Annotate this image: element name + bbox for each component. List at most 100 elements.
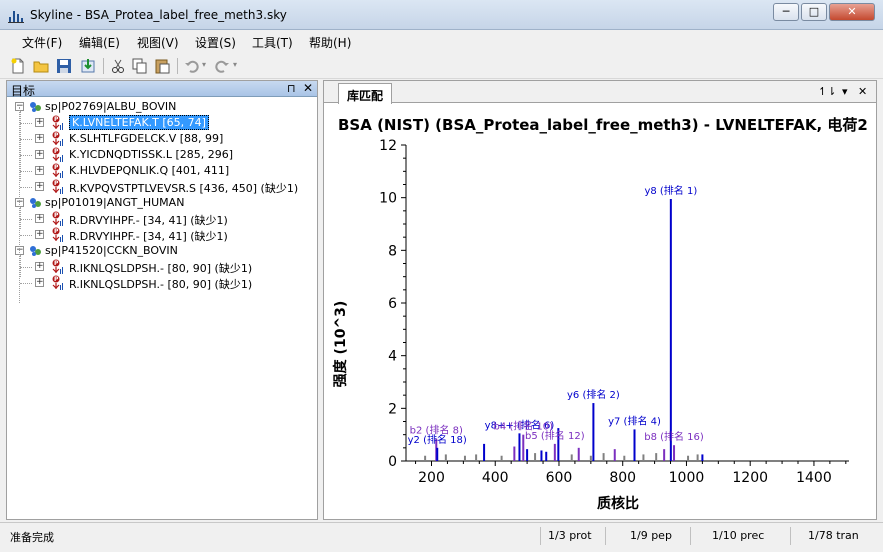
peptide-icon: P <box>52 259 63 274</box>
peak-label: y8 (排名 1) <box>644 184 697 197</box>
menu-bar: 文件(F) 编辑(E) 视图(V) 设置(S) 工具(T) 帮助(H) <box>0 30 883 52</box>
tree-branch-connector <box>20 111 21 181</box>
protein-icon <box>30 102 41 112</box>
peptide-row[interactable]: + P R.IKNLQSLDPSH.- [80, 90] (缺少1) <box>7 259 317 275</box>
toolbar-separator <box>103 58 104 74</box>
toolbar: ▾ ▾ <box>0 53 883 79</box>
status-protein-count: 1/3 prot <box>548 529 592 542</box>
tree-connector <box>20 235 32 236</box>
copy-icon[interactable] <box>132 58 148 74</box>
menu-file[interactable]: 文件(F) <box>22 36 63 50</box>
peptide-row[interactable]: + P R.IKNLQSLDPSH.- [80, 90] (缺少1) <box>7 275 317 291</box>
undo-icon[interactable] <box>184 58 200 74</box>
menu-settings[interactable]: 设置(S) <box>195 36 236 50</box>
svg-text:P: P <box>54 260 59 267</box>
x-tick-label: 1200 <box>732 470 768 486</box>
peptide-row[interactable]: + P R.DRVYIHPF.- [34, 41] (缺少1) <box>7 211 317 227</box>
peptide-row[interactable]: + P R.KVPQVSTPTLVEVSR.S [436, 450] (缺少1) <box>7 179 317 195</box>
y-tick-label: 8 <box>388 243 397 259</box>
svg-text:P: P <box>54 116 59 123</box>
library-match-panel: 库匹配 ↿⇂ ▾ ✕ BSA (NIST) (BSA_Protea_label_… <box>323 80 877 520</box>
x-tick-label: 200 <box>418 470 445 486</box>
title-bar: Skyline - BSA_Protea_label_free_meth3.sk… <box>0 0 883 30</box>
import-icon[interactable] <box>80 58 96 74</box>
close-tab-icon[interactable]: ✕ <box>858 85 868 98</box>
redo-dropdown-icon[interactable]: ▾ <box>233 60 238 69</box>
expand-toggle-icon[interactable]: + <box>35 149 44 159</box>
x-tick-label: 600 <box>546 470 573 486</box>
chart-peaks: y8 (排名 1) y6 (排名 2) y7 (排名 4) y8++ (排名 6) b2… <box>408 184 704 461</box>
peptide-row[interactable]: + P K.HLVDEPQNLIK.Q [401, 411] <box>7 163 317 179</box>
menu-tools[interactable]: 工具(T) <box>252 36 293 50</box>
peptide-row[interactable]: + P K.LVNELTEFAK.T [65, 74] <box>7 115 317 131</box>
peptide-label: K.LVNELTEFAK.T [65, 74] <box>69 115 209 130</box>
peak-label: b8 (排名 16) <box>644 430 704 443</box>
peptide-icon: P <box>52 211 63 226</box>
expand-toggle-icon[interactable]: + <box>35 229 44 239</box>
menu-edit[interactable]: 编辑(E) <box>79 36 120 50</box>
status-divider <box>540 527 541 545</box>
tab-library-match[interactable]: 库匹配 <box>338 83 393 104</box>
tree-connector <box>20 267 32 268</box>
expand-toggle-icon[interactable]: + <box>35 181 44 191</box>
status-divider <box>690 527 691 545</box>
tab-menu-icon[interactable]: ▾ <box>842 85 848 98</box>
svg-text:P: P <box>54 132 59 139</box>
toolbar-separator <box>177 58 178 74</box>
y-tick-label: 2 <box>388 401 397 417</box>
peptide-icon: P <box>52 179 63 194</box>
save-icon[interactable] <box>56 58 72 74</box>
protein-row[interactable]: − sp|P02769|ALBU_BOVIN <box>7 99 317 115</box>
y-tick-label: 4 <box>388 349 397 365</box>
expand-toggle-icon[interactable]: + <box>35 165 44 175</box>
title-separator: - <box>72 8 85 22</box>
minimize-button[interactable]: ─ <box>773 3 799 21</box>
x-axis-label: 质核比 <box>597 495 639 512</box>
tree-branch-connector <box>20 255 21 277</box>
x-tick-label: 1400 <box>796 470 832 486</box>
peptide-icon: P <box>52 275 63 290</box>
expand-toggle-icon[interactable]: + <box>35 277 44 287</box>
redo-icon[interactable] <box>214 58 230 74</box>
peptide-row[interactable]: + P K.SLHTLFGDELCK.V [88, 99] <box>7 131 317 147</box>
expand-toggle-icon[interactable]: + <box>35 117 44 127</box>
open-folder-icon[interactable] <box>33 58 49 74</box>
maximize-button[interactable]: □ <box>801 3 827 21</box>
peptide-label: K.SLHTLFGDELCK.V [88, 99] <box>69 132 224 145</box>
expand-toggle-icon[interactable]: + <box>35 213 44 223</box>
expand-toggle-icon[interactable]: + <box>35 261 44 271</box>
menu-help[interactable]: 帮助(H) <box>309 36 352 50</box>
app-name: Skyline <box>30 8 73 22</box>
new-doc-icon[interactable] <box>10 58 26 74</box>
undo-dropdown-icon[interactable]: ▾ <box>202 60 207 69</box>
peptide-label: R.DRVYIHPF.- [34, 41] (缺少1) <box>69 214 228 227</box>
svg-text:P: P <box>54 212 59 219</box>
protein-row[interactable]: − sp|P01019|ANGT_HUMAN <box>7 195 317 211</box>
tree-connector <box>20 139 32 140</box>
menu-view[interactable]: 视图(V) <box>137 36 179 50</box>
protein-row[interactable]: − sp|P41520|CCKN_BOVIN <box>7 243 317 259</box>
tab-arrange-icon[interactable]: ↿⇂ <box>818 85 837 98</box>
expand-toggle-icon[interactable]: + <box>35 133 44 143</box>
peak-label: b4 (排名 10) <box>493 420 553 433</box>
window-title: Skyline - BSA_Protea_label_free_meth3.sk… <box>30 8 287 22</box>
skyline-app-icon <box>8 11 24 23</box>
cut-icon[interactable] <box>110 58 126 74</box>
status-bar: 准备完成 1/3 prot 1/9 pep 1/10 prec 1/78 tra… <box>0 522 883 552</box>
peak-label: y7 (排名 4) <box>608 414 661 427</box>
protein-name: sp|P02769|ALBU_BOVIN <box>45 100 177 113</box>
close-window-button[interactable]: ✕ <box>829 3 875 21</box>
peptide-label: K.YICDNQDTISSK.L [285, 296] <box>69 148 234 161</box>
tree-connector <box>20 187 32 188</box>
pin-icon[interactable]: ⊓ <box>287 82 296 95</box>
y-tick-label: 10 <box>379 191 397 207</box>
protein-icon <box>30 246 41 256</box>
tree-root-connector <box>19 107 20 303</box>
peak-label: b2 (排名 8) <box>410 424 463 437</box>
peptide-row[interactable]: + P K.YICDNQDTISSK.L [285, 296] <box>7 147 317 163</box>
paste-icon[interactable] <box>154 58 170 74</box>
peptide-row[interactable]: + P R.DRVYIHPF.- [34, 41] (缺少1) <box>7 227 317 243</box>
close-panel-icon[interactable]: ✕ <box>303 81 314 95</box>
y-tick-label: 12 <box>379 138 397 154</box>
peak-label: y6 (排名 2) <box>567 388 620 401</box>
